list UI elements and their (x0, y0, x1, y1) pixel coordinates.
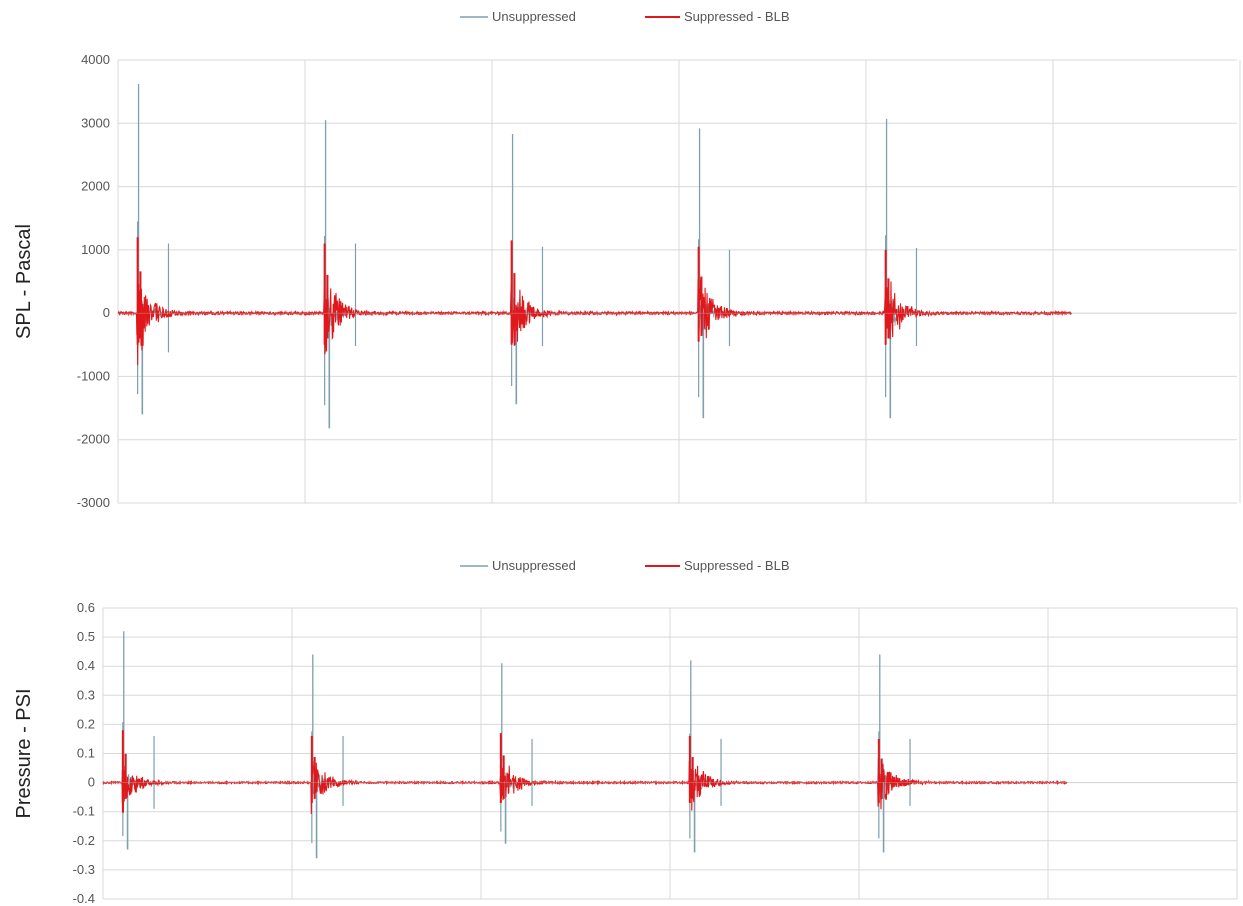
spl-ytick-label-2: 2000 (81, 179, 110, 194)
pressure-ytick-label-0: 0.6 (77, 600, 95, 615)
pressure-ytick-label-8: -0.2 (73, 833, 95, 848)
spl-series-unsuppressed-line (117, 278, 1072, 343)
pressure-chart: 0.6 0.5 0.4 0.3 0.2 0.1 0 -0.1 -0.2 -0.3 -0.4 Press… (0, 550, 1243, 906)
pressure-chart-svg: 0.6 0.5 0.4 0.3 0.2 0.1 0 -0.1 -0.2 -0.3 -0.4 Press… (13, 558, 1238, 906)
spl-ytick-label-5: -1000 (77, 368, 110, 383)
pressure-ytick-label-9: -0.3 (73, 862, 95, 877)
pressure-ytick-label-2: 0.4 (77, 658, 95, 673)
pressure-series-unsuppressed-line (102, 757, 1067, 801)
pressure-ytick-label-1: 0.5 (77, 629, 95, 644)
spl-ytick-label-7: -3000 (77, 495, 110, 510)
pressure-y-axis-label: Pressure - PSI (13, 688, 35, 818)
spl-chart-svg: 4000 3000 2000 1000 0 -1000 -2000 -3000 SPL - Pa… (13, 9, 1241, 510)
pressure-ytick-label-7: -0.1 (73, 804, 95, 819)
spl-legend-suppressed-label: Suppressed - BLB (684, 9, 790, 24)
spl-ytick-label-3: 1000 (81, 242, 110, 257)
pressure-series-suppressed-line (102, 757, 1068, 815)
pressure-ytick-label-6: 0 (88, 775, 95, 790)
spl-ytick-label-0: 4000 (81, 52, 110, 67)
spl-ytick-label-1: 3000 (81, 115, 110, 130)
pressure-ytick-label-4: 0.2 (77, 716, 95, 731)
pressure-legend-unsuppressed-label: Unsuppressed (492, 558, 576, 573)
pressure-ytick-label-10: -0.4 (73, 891, 95, 906)
spl-legend-unsuppressed-label: Unsuppressed (492, 9, 576, 24)
spl-chart: 4000 3000 2000 1000 0 -1000 -2000 -3000 SPL - Pa… (13, 9, 1241, 510)
spl-series-suppressed-line (117, 276, 1073, 366)
spl-ytick-label-6: -2000 (77, 432, 110, 447)
pressure-ytick-label-5: 0.1 (77, 746, 95, 761)
spl-ytick-label-4: 0 (103, 305, 110, 320)
pressure-legend-suppressed-label: Suppressed - BLB (684, 558, 790, 573)
spl-y-axis-label: SPL - Pascal (13, 224, 35, 339)
pressure-ytick-label-3: 0.3 (77, 687, 95, 702)
